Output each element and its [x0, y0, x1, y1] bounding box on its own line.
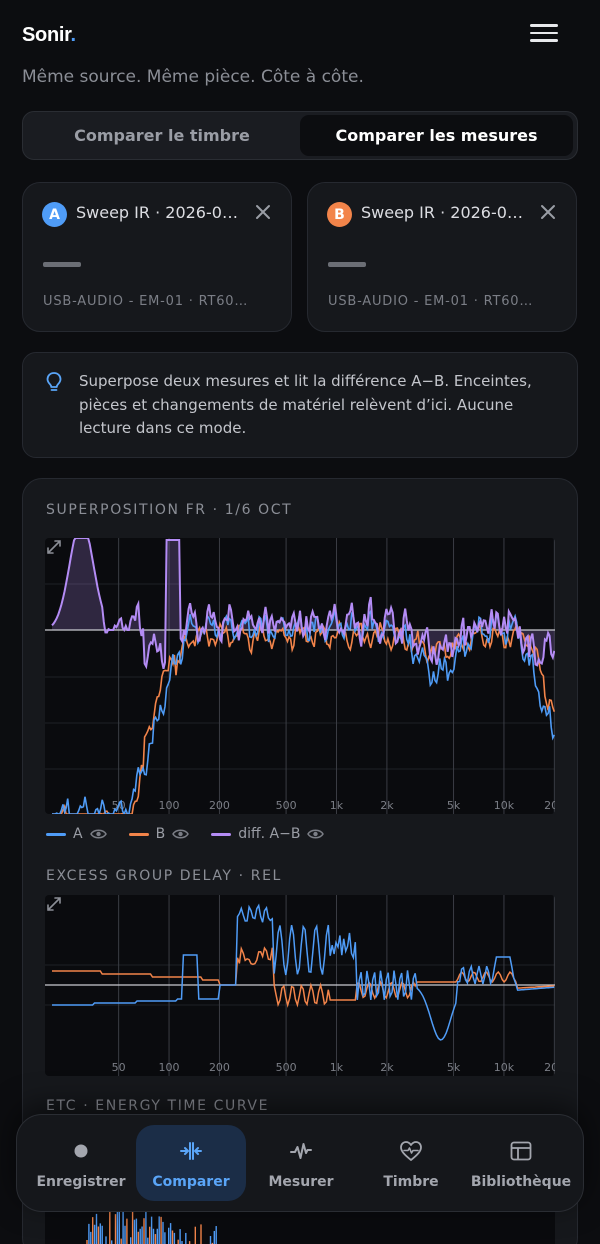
measurement-card-a[interactable]: A Sweep IR · 2026-0… USB-AUDIO - EM-01 ·…	[22, 182, 292, 332]
nav-timbre[interactable]: Timbre	[356, 1125, 466, 1201]
x-tick-label: 50	[112, 1061, 126, 1074]
x-tick-label: 100	[159, 799, 180, 812]
fr-overlay-chart[interactable]: 501002005001k2k5k10k20k	[45, 538, 555, 814]
nav-comparer[interactable]: Comparer	[136, 1125, 246, 1201]
legend-item-b[interactable]: B	[128, 826, 190, 842]
compare-icon	[180, 1142, 202, 1160]
fr-chart-legend: A B diff. A−B	[46, 824, 346, 844]
measurement-a-meta: USB-AUDIO - EM-01 · RT60…	[43, 294, 249, 309]
diff-area	[52, 538, 555, 669]
nav-bibliotheque[interactable]: Bibliothèque	[466, 1125, 576, 1201]
measurement-a-title: Sweep IR · 2026-0…	[76, 203, 238, 222]
compare-mode-switch: Comparer le timbre Comparer les mesures	[22, 111, 578, 160]
x-tick-label: 1k	[330, 799, 344, 812]
tab-compare-mesures[interactable]: Comparer les mesures	[300, 115, 573, 156]
fr-chart-title: SUPERPOSITION FR · 1/6 OCT	[46, 502, 293, 518]
measurement-a-badge: A	[42, 202, 67, 227]
measurement-b-meta: USB-AUDIO - EM-01 · RT60…	[328, 294, 534, 309]
nav-enregistrer[interactable]: Enregistrer	[26, 1125, 136, 1201]
eye-icon[interactable]	[172, 828, 190, 840]
x-tick-label: 20k	[544, 1061, 555, 1074]
etc-chart-svg: -40	[86, 1207, 217, 1244]
x-tick-label: 10k	[494, 1061, 515, 1074]
library-icon	[510, 1141, 532, 1161]
expand-icon[interactable]	[45, 895, 63, 913]
page-tagline: Même source. Même pièce. Côte à côte.	[22, 67, 364, 87]
legend-line-b	[128, 832, 149, 836]
x-tick-label: 20k	[544, 799, 555, 812]
measurement-b-badge: B	[327, 202, 352, 227]
nav-label: Bibliothèque	[470, 1174, 572, 1190]
legend-line-a	[46, 832, 66, 836]
nav-mesurer[interactable]: Mesurer	[246, 1125, 356, 1201]
measurement-card-b[interactable]: B Sweep IR · 2026-0… USB-AUDIO - EM-01 ·…	[307, 182, 577, 332]
group-delay-chart[interactable]: 50 100 200 500 1k 2k 5k 10k 20k	[45, 895, 555, 1076]
tab-compare-timbre[interactable]: Comparer le timbre	[74, 126, 250, 145]
series-a-line	[52, 903, 555, 1041]
x-tick-label: 10k	[494, 799, 515, 812]
info-text: Superpose deux mesures et lit la différe…	[79, 372, 532, 437]
measurement-b-title: Sweep IR · 2026-0…	[361, 203, 523, 222]
x-tick-label: 2k	[380, 799, 394, 812]
lightbulb-icon	[46, 372, 62, 391]
legend-label-a: A	[73, 826, 83, 842]
measurement-a-placeholder	[43, 262, 81, 267]
nav-label: Enregistrer	[36, 1174, 126, 1190]
eye-icon[interactable]	[89, 828, 107, 840]
nav-label: Comparer	[152, 1174, 230, 1190]
legend-label-b: B	[155, 826, 166, 842]
gd-chart-svg: 50 100 200 500 1k 2k 5k 10k 20k	[45, 895, 555, 1076]
etc-chart-title: ETC · ENERGY TIME CURVE	[46, 1098, 270, 1114]
x-tick-label: 200	[209, 799, 230, 812]
legend-label-diff: diff. A−B	[238, 826, 301, 842]
fr-chart-svg: 501002005001k2k5k10k20k	[45, 538, 555, 814]
x-tick-label: 2k	[380, 1061, 394, 1074]
series-a-line	[51, 608, 555, 814]
x-tick-label: 500	[276, 799, 297, 812]
x-tick-label: 1k	[330, 1061, 344, 1074]
x-tick-label: 5k	[447, 799, 461, 812]
app-header: Sonir.	[0, 0, 600, 70]
bottom-nav: Enregistrer Comparer Mesurer Timbre Bibl…	[16, 1114, 584, 1212]
close-icon[interactable]	[537, 201, 559, 223]
gd-chart-title: EXCESS GROUP DELAY · REL	[46, 868, 282, 884]
waveform-icon	[290, 1143, 312, 1159]
nav-label: Timbre	[383, 1174, 439, 1190]
x-tick-label: 5k	[447, 1061, 461, 1074]
heart-pulse-icon	[400, 1141, 422, 1161]
nav-label: Mesurer	[268, 1174, 334, 1190]
close-icon[interactable]	[252, 201, 274, 223]
app-logo[interactable]: Sonir.	[22, 24, 76, 46]
hamburger-menu-icon[interactable]	[530, 24, 558, 46]
series-b-line	[52, 619, 555, 814]
series-diff-line	[51, 538, 555, 670]
x-tick-label: 100	[159, 1061, 180, 1074]
series-b-line	[52, 945, 555, 1008]
legend-item-a[interactable]: A	[46, 826, 107, 842]
legend-line-diff	[211, 832, 232, 836]
x-tick-label: 200	[209, 1061, 230, 1074]
expand-icon[interactable]	[45, 538, 63, 556]
legend-item-diff[interactable]: diff. A−B	[211, 826, 325, 842]
chart-grid: 501002005001k2k5k10k20k	[45, 538, 555, 814]
measurement-b-placeholder	[328, 262, 366, 267]
info-box: Superpose deux mesures et lit la différe…	[22, 352, 578, 458]
etc-bars	[86, 1207, 217, 1244]
eye-icon[interactable]	[307, 828, 325, 840]
x-tick-label: 500	[276, 1061, 297, 1074]
record-icon	[74, 1144, 88, 1158]
